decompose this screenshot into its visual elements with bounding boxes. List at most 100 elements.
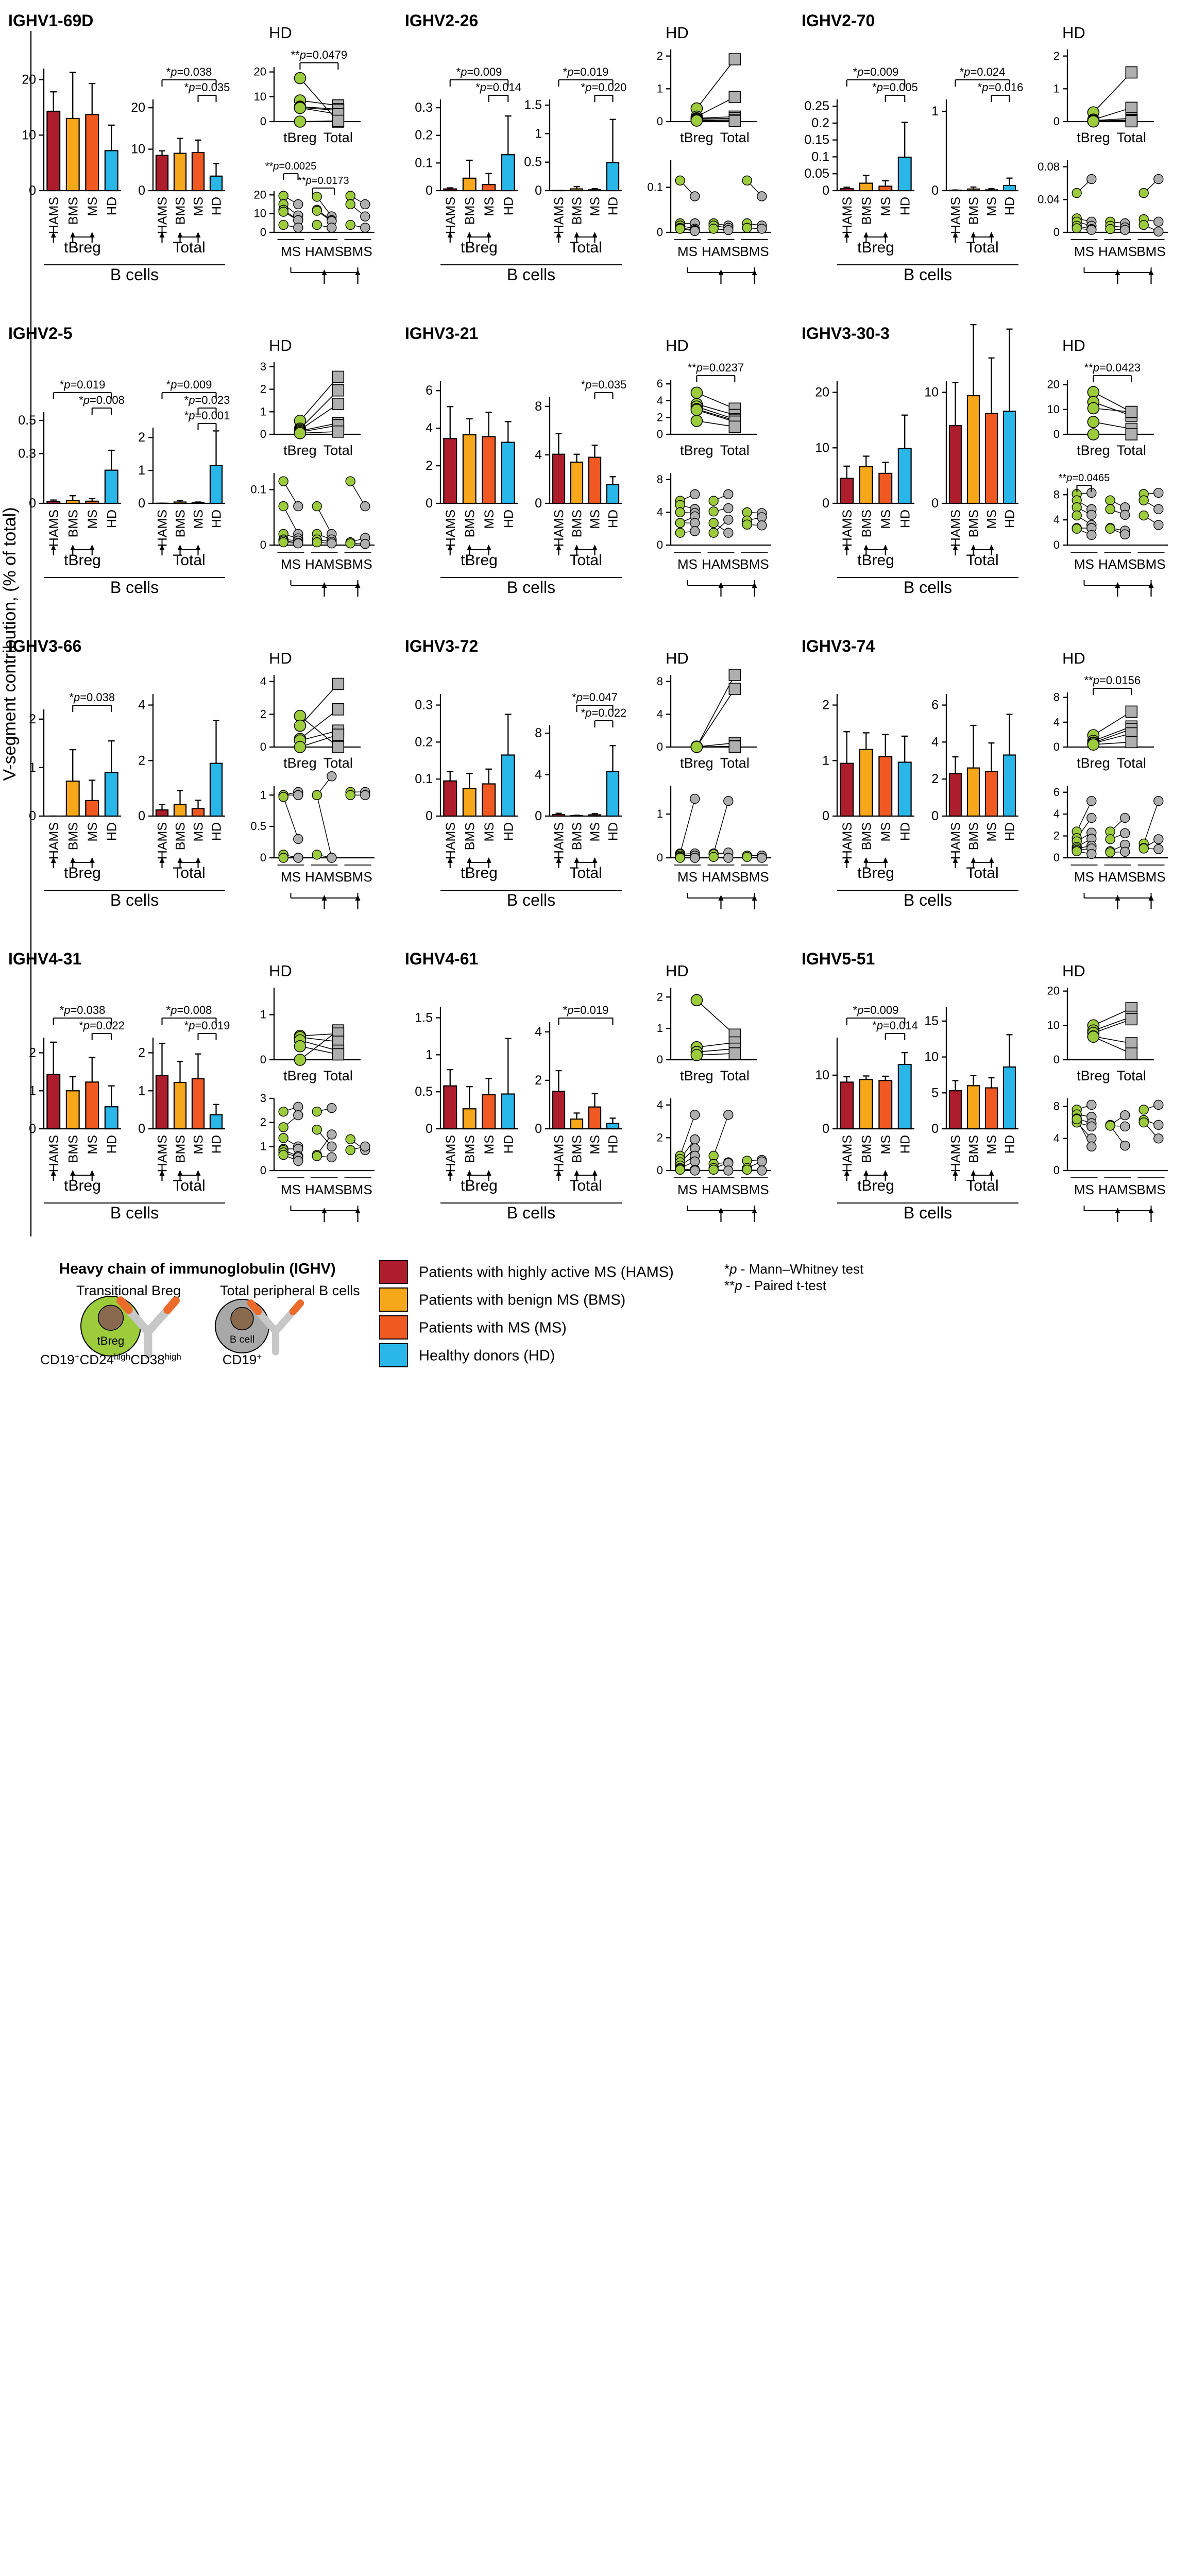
svg-text:Patients with highly active MS: Patients with highly active MS (HAMS) xyxy=(419,1264,674,1280)
svg-text:*p=0.022: *p=0.022 xyxy=(79,1019,125,1032)
svg-text:0.5: 0.5 xyxy=(524,155,542,170)
svg-text:B cells: B cells xyxy=(110,1204,159,1222)
svg-text:B cells: B cells xyxy=(507,891,555,909)
svg-text:MS: MS xyxy=(1074,556,1094,572)
svg-text:HD: HD xyxy=(898,1135,912,1154)
svg-text:1: 1 xyxy=(931,104,939,118)
svg-text:2: 2 xyxy=(657,411,663,423)
svg-text:4: 4 xyxy=(657,707,663,720)
svg-text:MS: MS xyxy=(482,822,497,842)
svg-text:0.5: 0.5 xyxy=(415,1084,433,1099)
svg-text:HAMS: HAMS xyxy=(1098,244,1137,259)
svg-text:8: 8 xyxy=(535,399,542,414)
svg-text:Total: Total xyxy=(966,239,998,256)
svg-text:Total: Total xyxy=(569,1177,602,1194)
svg-text:BMS: BMS xyxy=(740,869,769,885)
svg-text:*p=0.019: *p=0.019 xyxy=(184,1019,230,1032)
svg-text:HD: HD xyxy=(269,649,292,667)
svg-text:10: 10 xyxy=(924,1050,939,1064)
svg-text:0.25: 0.25 xyxy=(804,99,829,113)
svg-text:10: 10 xyxy=(131,142,145,157)
svg-text:Total: Total xyxy=(324,130,353,145)
svg-text:HD: HD xyxy=(1003,510,1017,528)
svg-text:MS: MS xyxy=(86,1135,100,1155)
svg-text:Total: Total xyxy=(720,755,750,771)
svg-text:0: 0 xyxy=(1053,538,1060,551)
svg-text:0.05: 0.05 xyxy=(804,166,829,181)
svg-text:HD: HD xyxy=(269,962,292,980)
svg-text:HAMS: HAMS xyxy=(552,197,567,234)
svg-text:0: 0 xyxy=(1053,851,1060,864)
svg-text:2: 2 xyxy=(138,1046,145,1060)
svg-text:IGHV3-72: IGHV3-72 xyxy=(405,637,478,655)
svg-text:0.1: 0.1 xyxy=(811,149,829,164)
svg-text:BMS: BMS xyxy=(859,197,874,225)
svg-text:0: 0 xyxy=(260,1053,266,1066)
svg-text:BMS: BMS xyxy=(859,510,874,537)
svg-text:MS: MS xyxy=(482,510,497,529)
svg-text:0: 0 xyxy=(260,1164,266,1177)
svg-text:*p=0.047: *p=0.047 xyxy=(572,691,618,704)
svg-text:Total: Total xyxy=(720,1068,750,1083)
svg-text:4: 4 xyxy=(535,448,542,462)
svg-text:HAMS: HAMS xyxy=(840,510,855,547)
svg-text:*p=0.014: *p=0.014 xyxy=(475,81,521,94)
svg-text:Patients with benign MS (BMS): Patients with benign MS (BMS) xyxy=(419,1292,625,1308)
svg-text:2: 2 xyxy=(931,772,939,786)
svg-text:HAMS: HAMS xyxy=(949,197,963,234)
svg-text:HAMS: HAMS xyxy=(702,556,740,572)
svg-text:*p=0.019: *p=0.019 xyxy=(60,378,106,391)
svg-text:10: 10 xyxy=(815,440,829,455)
svg-text:10: 10 xyxy=(1047,1019,1060,1031)
svg-text:MS: MS xyxy=(192,822,206,842)
svg-text:1: 1 xyxy=(1053,82,1060,95)
svg-text:Total: Total xyxy=(1117,1068,1146,1083)
svg-text:*p=0.038: *p=0.038 xyxy=(166,65,212,78)
svg-text:0: 0 xyxy=(1053,428,1060,440)
svg-text:Total: Total xyxy=(966,552,998,569)
svg-text:MS: MS xyxy=(985,822,999,842)
svg-text:HD: HD xyxy=(105,197,119,215)
svg-text:BMS: BMS xyxy=(740,1182,769,1197)
svg-text:2: 2 xyxy=(657,1131,663,1144)
svg-text:*p=0.014: *p=0.014 xyxy=(872,1019,918,1032)
svg-text:HD: HD xyxy=(105,822,119,841)
svg-text:Total: Total xyxy=(569,865,602,882)
svg-text:tBreg: tBreg xyxy=(64,552,101,569)
svg-text:6: 6 xyxy=(1053,786,1060,799)
svg-text:tBreg: tBreg xyxy=(64,865,101,882)
svg-text:0: 0 xyxy=(426,183,433,198)
svg-text:*p=0.016: *p=0.016 xyxy=(978,81,1024,94)
svg-text:MS: MS xyxy=(192,1135,206,1155)
svg-text:10: 10 xyxy=(254,207,266,220)
svg-text:0: 0 xyxy=(260,115,266,128)
svg-text:MS: MS xyxy=(677,869,698,885)
svg-text:B cells: B cells xyxy=(904,891,952,909)
svg-text:MS: MS xyxy=(86,510,100,529)
svg-text:HD: HD xyxy=(105,510,119,528)
svg-text:*p=0.019: *p=0.019 xyxy=(563,1004,609,1016)
svg-text:tBreg: tBreg xyxy=(461,552,498,569)
svg-text:**p - Paired t-test: **p - Paired t-test xyxy=(724,1278,827,1293)
svg-text:HAMS: HAMS xyxy=(444,1135,458,1172)
svg-text:MS: MS xyxy=(985,197,999,216)
svg-text:MS: MS xyxy=(192,510,206,529)
svg-text:MS: MS xyxy=(1074,1182,1094,1197)
svg-text:HAMS: HAMS xyxy=(702,869,740,885)
svg-text:B cell: B cell xyxy=(230,1334,254,1345)
svg-text:B cells: B cells xyxy=(507,265,555,284)
svg-text:MS: MS xyxy=(281,244,301,259)
svg-text:MS: MS xyxy=(879,1135,893,1155)
svg-text:2: 2 xyxy=(138,753,145,768)
svg-text:4: 4 xyxy=(657,1098,663,1111)
svg-text:10: 10 xyxy=(1047,403,1060,416)
svg-text:HD: HD xyxy=(606,1135,621,1154)
svg-text:*p=0.035: *p=0.035 xyxy=(581,378,627,391)
svg-text:HD: HD xyxy=(606,510,621,528)
svg-text:1.5: 1.5 xyxy=(415,1011,433,1025)
svg-text:6: 6 xyxy=(931,698,939,713)
svg-text:HAMS: HAMS xyxy=(305,1182,344,1197)
svg-text:Total peripheral B cells: Total peripheral B cells xyxy=(220,1283,360,1298)
svg-text:4: 4 xyxy=(657,505,663,518)
svg-text:6: 6 xyxy=(426,383,433,398)
